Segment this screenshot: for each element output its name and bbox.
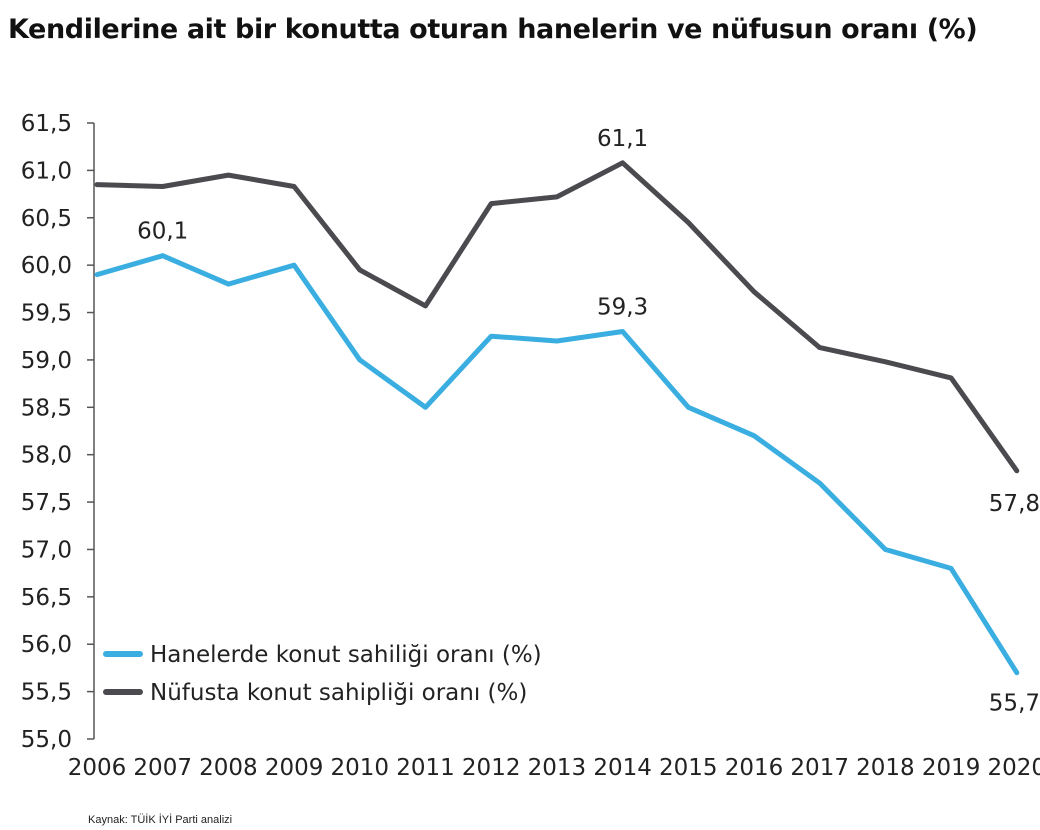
legend-label-households: Hanelerde konut sahiliği oranı (%) [150,642,542,668]
x-tick-label: 2018 [856,755,915,781]
source-note: Kaynak: TÜİK İYİ Parti analizi [88,814,233,826]
x-tick-label: 2017 [790,755,849,781]
series-lines [94,160,1020,676]
chart-title: Kendilerine ait bir konutta oturan hanel… [8,14,978,45]
legend-label-population: Nüfusta konut sahipliği oranı (%) [150,680,527,706]
data-label: 61,1 [597,126,648,152]
y-tick-label: 57,5 [21,490,72,516]
y-tick-label: 56,0 [21,632,72,658]
data-label: 57,8 [989,491,1040,517]
series-line-population [94,160,1020,474]
x-axis-ticks: 2006 2007 2008 2009 2010 2011 2012 2013 2014 2015… [68,755,1040,781]
x-tick-label: 2020 [988,755,1040,781]
x-tick-label: 2016 [725,755,784,781]
y-tick-label: 61,5 [21,111,72,137]
x-tick-label: 2006 [68,755,127,781]
x-tick-label: 2019 [922,755,981,781]
data-label: 55,7 [989,691,1040,717]
x-tick-label: 2009 [265,755,324,781]
x-tick-label: 2008 [199,755,258,781]
y-tick-label: 59,5 [21,301,72,327]
y-tick-label: 57,0 [21,537,72,563]
legend: Hanelerde konut sahiliği oranı (%) Nüfus… [103,642,542,706]
y-tick-label: 55,5 [21,680,72,706]
x-tick-label: 2013 [528,755,587,781]
x-tick-label: 2007 [133,755,192,781]
x-tick-label: 2010 [331,755,390,781]
y-axis-ticks: 61,5 61,0 60,5 60,0 59,5 59,0 58,5 58,0 57,5 57,0… [21,111,94,753]
x-tick-label: 2012 [462,755,521,781]
y-tick-label: 56,5 [21,585,72,611]
y-tick-label: 60,5 [21,206,72,232]
y-tick-label: 58,0 [21,443,72,469]
y-tick-label: 59,0 [21,348,72,374]
y-tick-label: 60,0 [21,253,72,279]
y-tick-label: 58,5 [21,395,72,421]
data-label: 60,1 [137,219,188,245]
y-tick-label: 55,0 [21,727,72,753]
x-tick-label: 2015 [659,755,718,781]
x-tick-label: 2014 [593,755,652,781]
data-label: 59,3 [597,294,648,320]
data-labels: 60,1 59,3 55,7 61,1 57,8 [137,126,1040,717]
series-line-households [94,253,1020,676]
y-tick-label: 61,0 [21,158,72,184]
x-tick-label: 2011 [396,755,455,781]
